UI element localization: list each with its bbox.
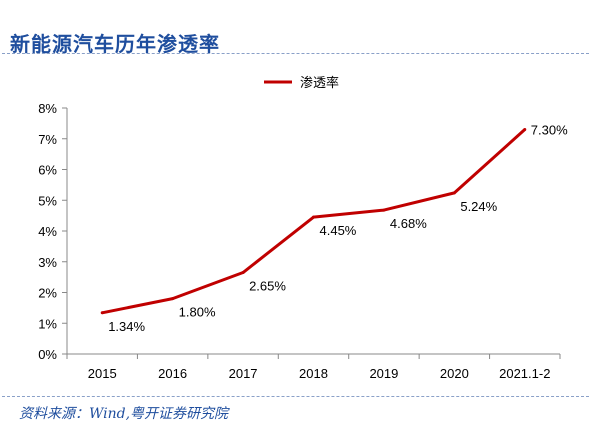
data-label: 5.24% (460, 199, 497, 214)
data-label: 7.30% (531, 123, 568, 138)
data-point (382, 208, 386, 212)
legend-label: 渗透率 (300, 75, 339, 91)
chart-title: 新能源汽车历年渗透率 (10, 32, 220, 56)
data-point (312, 215, 315, 219)
y-tick-label: 6% (38, 163, 57, 178)
footer-divider (2, 396, 589, 397)
data-point (241, 271, 245, 275)
y-tick-label: 8% (38, 101, 57, 116)
series-line (101, 128, 526, 315)
x-tick-label: 2017 (229, 366, 258, 381)
x-tick-label: 2020 (440, 366, 469, 381)
y-axis: 0% 1% 2% 3% 4% 5% 6% 7% 8% (38, 101, 68, 362)
data-label: 2.65% (249, 279, 286, 294)
data-point (100, 311, 104, 315)
source-note: 资料来源：Wind,粤开证券研究院 (19, 406, 229, 422)
y-tick-label: 5% (38, 193, 57, 208)
data-point (171, 297, 175, 301)
y-tick-label: 2% (38, 286, 57, 301)
x-tick-label: 2018 (299, 366, 328, 381)
y-tick-label: 3% (38, 255, 57, 270)
x-axis: 2015 2016 2017 2018 2019 2020 2021.1-2 (66, 353, 561, 381)
data-point (452, 191, 456, 195)
plot-area: 1.34% 1.80% 2.65% 4.45% 4.68% 5.24% 7.30% (100, 123, 568, 334)
y-tick-label: 7% (38, 132, 57, 147)
data-label: 1.34% (108, 319, 145, 334)
x-tick-label: 2019 (369, 366, 398, 381)
data-point (523, 128, 527, 132)
x-tick-label: 2021.1-2 (499, 366, 550, 381)
data-label: 4.68% (390, 216, 427, 231)
data-label: 1.80% (179, 305, 216, 320)
y-tick-label: 1% (38, 316, 57, 331)
x-tick-label: 2016 (158, 366, 187, 381)
x-tick-label: 2015 (88, 366, 117, 381)
y-tick-label: 4% (38, 224, 57, 239)
y-tick-label: 0% (38, 347, 57, 362)
legend: 渗透率 (264, 75, 339, 91)
data-label: 4.45% (320, 223, 357, 238)
title-divider (2, 53, 589, 54)
